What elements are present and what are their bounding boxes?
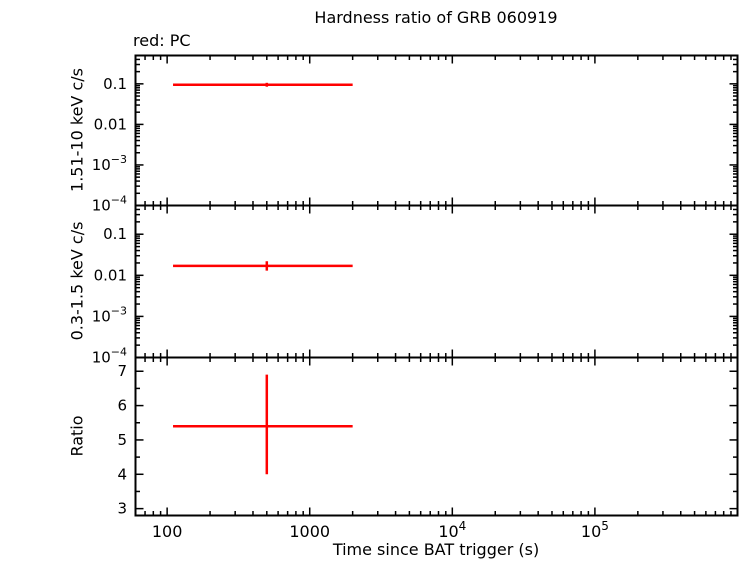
y-tick-label: 7	[117, 362, 127, 380]
y-tick-label: 0.1	[103, 225, 127, 243]
legend-pc-label: red: PC	[133, 31, 191, 50]
x-tick-label: 105	[581, 519, 609, 541]
panel-1: 0.1 0.01 10−3 10−4	[92, 204, 739, 367]
y-tick-label: 6	[117, 397, 127, 415]
panel-0: 0.1 0.01 10−3 10−4	[92, 54, 739, 215]
y-tick-label: 10−3	[92, 153, 127, 174]
y-tick-label: 10−4	[92, 194, 127, 215]
y-tick-label: 10−3	[92, 304, 127, 325]
panel-frame	[134, 356, 739, 517]
y-tick-label: 0.01	[94, 266, 127, 284]
y-tick-label: 4	[117, 465, 127, 483]
panel-frame	[134, 54, 739, 207]
x-tick-label: 100	[152, 522, 183, 541]
x-axis-label: Time since BAT trigger (s)	[332, 540, 540, 559]
y-tick-label: 3	[117, 500, 127, 518]
y-tick-label: 5	[117, 431, 127, 449]
x-tick-label: 1000	[289, 522, 330, 541]
x-tick-label: 104	[438, 519, 466, 541]
y-tick-label: 0.01	[94, 115, 127, 133]
chart-title: Hardness ratio of GRB 060919	[314, 8, 558, 27]
panel-frame	[134, 204, 739, 359]
y-tick-label: 0.1	[103, 75, 127, 93]
panel-2: 3 4 5 6 7	[117, 356, 739, 518]
y-tick-label: 10−4	[92, 346, 127, 367]
